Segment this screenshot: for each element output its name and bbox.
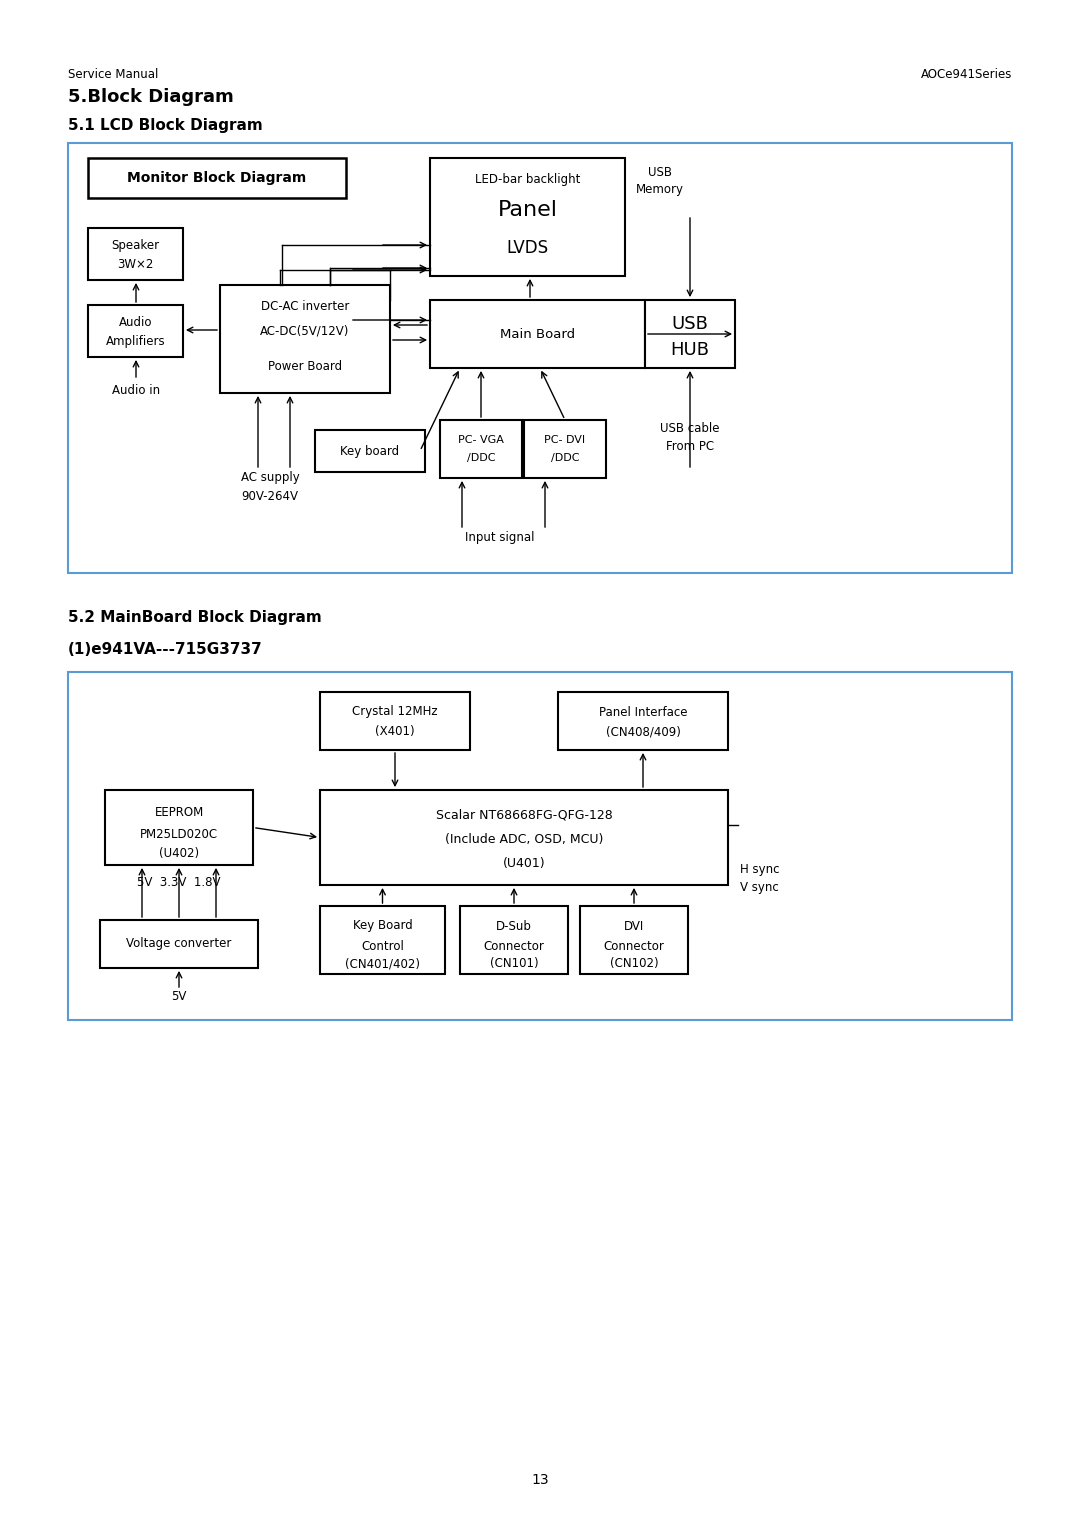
Bar — [440, 420, 522, 478]
Bar — [430, 157, 625, 277]
Text: Voltage converter: Voltage converter — [126, 938, 232, 950]
Text: AOCe941Series: AOCe941Series — [920, 69, 1012, 81]
Text: (CN101): (CN101) — [489, 958, 538, 970]
Text: (CN102): (CN102) — [610, 958, 659, 970]
Text: /DDC: /DDC — [551, 452, 579, 463]
Text: Control: Control — [361, 940, 404, 952]
Bar — [68, 144, 1012, 573]
Text: Input signal: Input signal — [465, 532, 535, 544]
Bar — [87, 306, 183, 358]
Text: H sync: H sync — [740, 863, 780, 877]
Text: From PC: From PC — [666, 440, 714, 454]
Text: PC- DVI: PC- DVI — [544, 435, 585, 445]
Text: Connector: Connector — [604, 940, 664, 952]
Text: USB: USB — [672, 315, 708, 333]
Text: Panel: Panel — [498, 200, 557, 220]
Text: Audio in: Audio in — [112, 384, 160, 396]
Text: PM25LD020C: PM25LD020C — [140, 828, 218, 840]
Text: Speaker: Speaker — [111, 240, 160, 252]
Text: Power Board: Power Board — [268, 361, 342, 373]
Bar — [524, 420, 606, 478]
Text: 5V: 5V — [172, 990, 187, 1002]
Text: Audio: Audio — [119, 316, 152, 330]
Text: HUB: HUB — [671, 341, 710, 359]
Text: 5.2 MainBoard Block Diagram: 5.2 MainBoard Block Diagram — [68, 610, 322, 625]
Bar — [645, 299, 735, 368]
Text: Memory: Memory — [636, 183, 684, 197]
Text: (CN401/402): (CN401/402) — [345, 958, 420, 970]
Text: Panel Interface: Panel Interface — [598, 706, 687, 718]
Text: Service Manual: Service Manual — [68, 69, 159, 81]
Bar — [68, 672, 1012, 1021]
Text: 5V  3.3V  1.8V: 5V 3.3V 1.8V — [137, 877, 220, 889]
Bar — [315, 429, 426, 472]
Bar — [320, 906, 445, 973]
Text: Key board: Key board — [340, 445, 400, 457]
Text: Amplifiers: Amplifiers — [106, 335, 165, 347]
Text: (Include ADC, OSD, MCU): (Include ADC, OSD, MCU) — [445, 833, 604, 847]
Text: LVDS: LVDS — [507, 238, 549, 257]
Text: 5.1 LCD Block Diagram: 5.1 LCD Block Diagram — [68, 118, 262, 133]
Text: Connector: Connector — [484, 940, 544, 952]
Text: (U402): (U402) — [159, 848, 199, 860]
Bar — [558, 692, 728, 750]
Text: (CN408/409): (CN408/409) — [606, 726, 680, 738]
Bar — [460, 906, 568, 973]
Text: 3W×2: 3W×2 — [118, 258, 153, 270]
Text: Key Board: Key Board — [353, 920, 413, 932]
Text: USB: USB — [648, 165, 672, 179]
Text: DVI: DVI — [624, 920, 644, 932]
Bar — [87, 228, 183, 280]
Text: (1)e941VA---715G3737: (1)e941VA---715G3737 — [68, 642, 262, 657]
Text: AC supply: AC supply — [241, 472, 299, 484]
Bar — [580, 906, 688, 973]
Text: Crystal 12MHz: Crystal 12MHz — [352, 706, 437, 718]
Text: DC-AC inverter: DC-AC inverter — [260, 301, 349, 313]
Text: V sync: V sync — [740, 882, 779, 894]
Text: EEPROM: EEPROM — [154, 805, 204, 819]
Text: 13: 13 — [531, 1473, 549, 1487]
Text: Scalar NT68668FG-QFG-128: Scalar NT68668FG-QFG-128 — [435, 808, 612, 822]
Bar — [87, 157, 346, 199]
Text: D-Sub: D-Sub — [496, 920, 532, 932]
Text: 90V-264V: 90V-264V — [242, 490, 298, 504]
Text: USB cable: USB cable — [660, 422, 719, 434]
Bar — [430, 299, 645, 368]
Bar — [220, 286, 390, 393]
Text: (X401): (X401) — [375, 726, 415, 738]
Bar — [320, 692, 470, 750]
Text: AC-DC(5V/12V): AC-DC(5V/12V) — [260, 324, 350, 338]
Bar — [320, 790, 728, 885]
Text: 5.Block Diagram: 5.Block Diagram — [68, 89, 233, 105]
Text: PC- VGA: PC- VGA — [458, 435, 504, 445]
Text: Main Board: Main Board — [500, 327, 575, 341]
Bar — [100, 920, 258, 969]
Text: Monitor Block Diagram: Monitor Block Diagram — [127, 171, 307, 185]
Text: /DDC: /DDC — [467, 452, 496, 463]
Text: LED-bar backlight: LED-bar backlight — [475, 174, 580, 186]
Bar — [105, 790, 253, 865]
Text: (U401): (U401) — [502, 857, 545, 871]
